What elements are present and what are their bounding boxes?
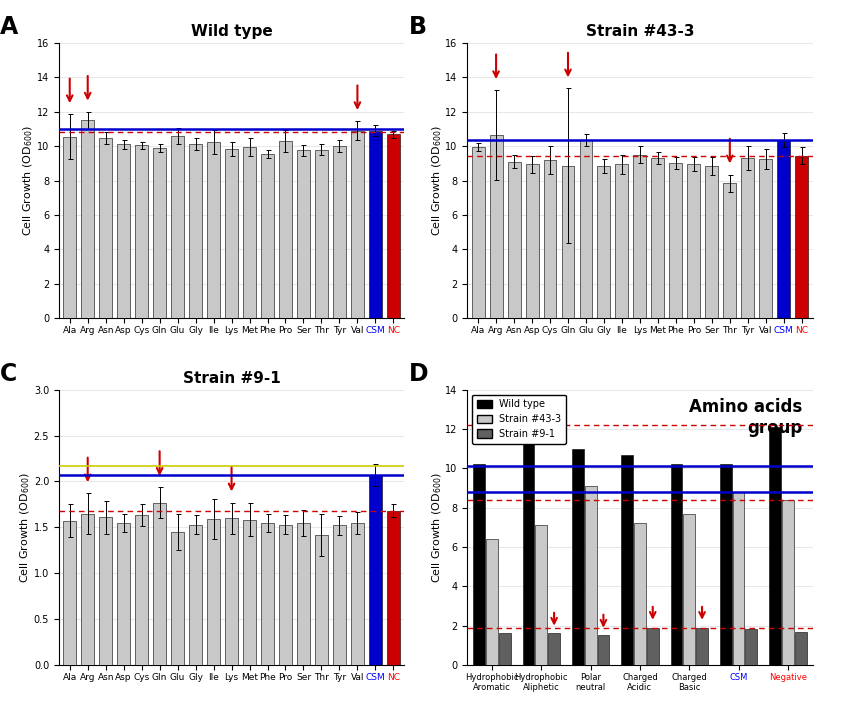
Bar: [598, 636, 610, 665]
Bar: [225, 149, 238, 318]
Bar: [207, 142, 220, 318]
Bar: [720, 465, 732, 665]
Bar: [136, 145, 148, 318]
Bar: [652, 158, 664, 318]
Bar: [225, 518, 238, 665]
Bar: [99, 139, 112, 318]
Bar: [279, 141, 292, 318]
Bar: [544, 160, 557, 318]
Bar: [486, 539, 498, 665]
Bar: [369, 475, 382, 665]
Bar: [117, 523, 131, 665]
Bar: [759, 159, 772, 318]
Bar: [687, 164, 701, 318]
Bar: [351, 131, 364, 318]
Bar: [333, 526, 346, 665]
Bar: [634, 523, 646, 665]
Bar: [153, 503, 166, 665]
Bar: [508, 162, 520, 318]
Bar: [621, 455, 633, 665]
Bar: [387, 511, 400, 665]
Bar: [562, 166, 574, 318]
Bar: [669, 163, 682, 318]
Bar: [579, 140, 593, 318]
Text: A: A: [0, 15, 19, 39]
Bar: [473, 465, 485, 665]
Bar: [189, 525, 202, 665]
Title: Strain #9-1: Strain #9-1: [183, 371, 280, 385]
Bar: [261, 523, 274, 665]
Bar: [351, 523, 364, 665]
Bar: [733, 492, 744, 665]
Y-axis label: Cell Growth (OD$_{600}$): Cell Growth (OD$_{600}$): [19, 472, 32, 583]
Y-axis label: Cell Growth (OD$_{600}$): Cell Growth (OD$_{600}$): [430, 125, 444, 236]
Bar: [795, 631, 807, 665]
Bar: [189, 144, 202, 318]
Bar: [548, 633, 560, 665]
Bar: [684, 513, 695, 665]
Bar: [153, 148, 166, 318]
Bar: [769, 427, 781, 665]
Bar: [745, 628, 757, 665]
Bar: [63, 137, 76, 318]
Bar: [279, 525, 292, 665]
Bar: [598, 166, 610, 318]
Bar: [572, 449, 584, 665]
Bar: [315, 149, 328, 318]
Bar: [523, 435, 535, 665]
Bar: [99, 517, 112, 665]
Text: D: D: [408, 362, 429, 386]
Y-axis label: Cell Growth (OD$_{600}$): Cell Growth (OD$_{600}$): [22, 125, 35, 236]
Bar: [387, 134, 400, 318]
Text: Amino acids
group: Amino acids group: [689, 398, 802, 437]
Bar: [243, 520, 256, 665]
Bar: [536, 526, 547, 665]
Bar: [706, 166, 718, 318]
Bar: [261, 154, 274, 318]
Bar: [63, 521, 76, 665]
Bar: [584, 486, 596, 665]
Bar: [489, 135, 503, 318]
Legend: Wild type, Strain #43-3, Strain #9-1: Wild type, Strain #43-3, Strain #9-1: [472, 395, 567, 444]
Bar: [647, 628, 658, 665]
Bar: [369, 131, 382, 318]
Bar: [777, 140, 791, 318]
Text: B: B: [408, 15, 427, 39]
Bar: [696, 628, 708, 665]
Bar: [117, 144, 131, 318]
Bar: [81, 120, 94, 318]
Bar: [171, 532, 184, 665]
Bar: [315, 535, 328, 665]
Bar: [136, 516, 148, 665]
Bar: [782, 500, 794, 665]
Bar: [741, 158, 754, 318]
Bar: [723, 183, 736, 318]
Bar: [670, 465, 682, 665]
Bar: [81, 513, 94, 665]
Bar: [795, 156, 808, 318]
Bar: [333, 146, 346, 318]
Bar: [171, 136, 184, 318]
Bar: [472, 147, 485, 318]
Bar: [297, 150, 310, 318]
Bar: [633, 154, 647, 318]
Bar: [499, 633, 511, 665]
Text: C: C: [0, 362, 18, 386]
Title: Strain #43-3: Strain #43-3: [586, 24, 694, 39]
Y-axis label: Cell Growth (OD$_{600}$): Cell Growth (OD$_{600}$): [430, 472, 444, 583]
Bar: [525, 164, 539, 318]
Title: Wild type: Wild type: [190, 24, 273, 39]
Bar: [616, 164, 628, 318]
Bar: [297, 523, 310, 665]
Bar: [207, 519, 220, 665]
Bar: [243, 147, 256, 318]
